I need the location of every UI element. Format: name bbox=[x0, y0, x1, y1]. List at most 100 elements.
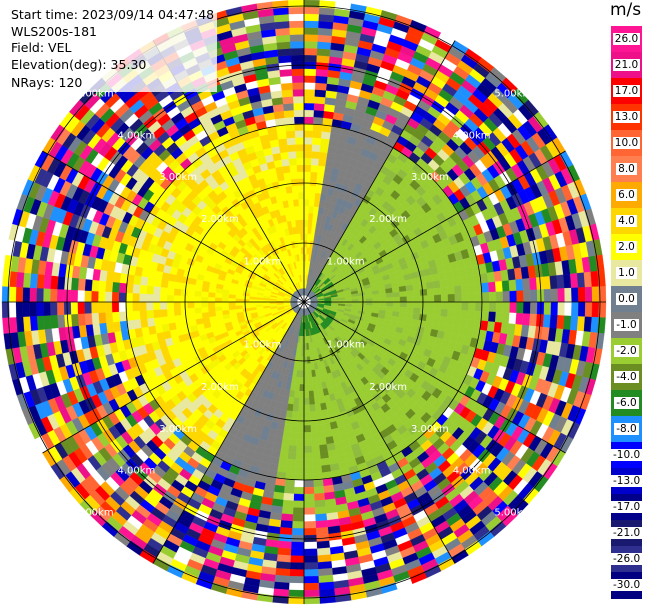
radar-gate bbox=[300, 363, 305, 371]
radar-gate bbox=[556, 315, 565, 330]
radar-gate bbox=[279, 450, 289, 460]
radar-gate bbox=[194, 296, 202, 303]
radar-gate bbox=[297, 425, 305, 433]
radar-gate bbox=[308, 397, 315, 405]
radar-gate bbox=[454, 285, 462, 295]
radar-gate bbox=[433, 308, 442, 317]
radar-gate bbox=[288, 445, 297, 453]
radar-gate bbox=[84, 301, 92, 314]
radar-gate bbox=[317, 430, 326, 439]
radar-gate bbox=[312, 458, 322, 467]
radar-gate bbox=[303, 95, 315, 104]
radar-gate bbox=[488, 311, 497, 323]
radar-gate bbox=[461, 301, 469, 311]
radar-gate bbox=[118, 301, 126, 312]
radar-gate bbox=[29, 287, 37, 303]
radar-gate bbox=[146, 277, 156, 287]
radar-gate bbox=[104, 291, 113, 303]
radar-gate bbox=[29, 315, 38, 331]
radar-gate bbox=[460, 284, 469, 294]
radar-gate bbox=[542, 314, 551, 328]
radar-gate bbox=[159, 286, 168, 295]
radar-gate bbox=[459, 318, 468, 328]
radar-gate bbox=[392, 306, 401, 313]
radar-gate bbox=[314, 96, 326, 105]
radar-gate bbox=[283, 423, 292, 432]
radar-gate bbox=[286, 458, 296, 467]
radar-gate bbox=[303, 438, 312, 447]
radar-gate bbox=[297, 411, 305, 419]
radar-gate bbox=[153, 278, 162, 288]
radar-gate bbox=[303, 233, 308, 241]
radar-gate bbox=[303, 363, 308, 371]
radar-gate bbox=[36, 287, 44, 303]
radar-gate bbox=[290, 424, 298, 433]
radar-gate bbox=[495, 291, 504, 303]
radar-gate bbox=[242, 298, 250, 303]
radar-gate bbox=[419, 314, 428, 322]
radar-gate bbox=[152, 293, 161, 303]
radar-gate bbox=[318, 13, 335, 23]
radar-gate bbox=[160, 279, 169, 288]
radar-gate bbox=[571, 287, 579, 303]
radar-gate bbox=[166, 287, 175, 296]
radar-gate bbox=[291, 528, 305, 536]
radar-gate bbox=[299, 377, 305, 385]
radar-gate bbox=[481, 282, 490, 293]
radar-gate bbox=[303, 82, 316, 90]
radar-gate bbox=[8, 301, 17, 318]
radar-gate bbox=[501, 280, 510, 292]
radar-gate bbox=[311, 144, 321, 152]
radar-gate bbox=[385, 287, 393, 294]
radar-gate bbox=[318, 20, 334, 30]
radar-gate bbox=[97, 291, 106, 303]
radar-gate bbox=[180, 301, 188, 309]
radar-gate bbox=[306, 356, 311, 364]
radar-gate bbox=[313, 116, 324, 125]
radar-gate bbox=[201, 311, 210, 319]
radar-gate bbox=[426, 288, 435, 296]
radar-gate bbox=[314, 506, 327, 515]
radar-gate bbox=[173, 288, 182, 296]
radar-gate bbox=[160, 316, 169, 325]
radar-gate bbox=[413, 307, 421, 315]
radar-gate bbox=[316, 172, 325, 181]
radar-gate bbox=[440, 286, 449, 295]
radar-gate bbox=[317, 165, 326, 174]
radar-gate bbox=[303, 13, 320, 22]
radar-gate bbox=[175, 321, 184, 330]
radar-gate bbox=[298, 390, 305, 399]
radar-gate bbox=[57, 314, 66, 328]
radar-gate bbox=[49, 288, 58, 303]
radar-gate bbox=[15, 286, 24, 303]
radar-gate bbox=[173, 308, 182, 316]
radar-gate bbox=[290, 548, 305, 557]
radar-gate bbox=[77, 313, 86, 326]
radar-gate bbox=[118, 311, 127, 322]
radar-gate bbox=[152, 301, 161, 311]
radar-gate bbox=[447, 286, 455, 295]
radar-gate bbox=[432, 280, 441, 289]
radar-gate bbox=[303, 528, 317, 536]
radar-gate bbox=[194, 301, 202, 308]
radar-gate bbox=[313, 109, 325, 118]
radar-gate bbox=[201, 291, 209, 298]
radar-gate bbox=[207, 306, 216, 313]
radar-gate bbox=[84, 278, 93, 292]
radar-gate bbox=[291, 521, 305, 529]
radar-gate bbox=[201, 306, 209, 313]
radar-gate bbox=[308, 199, 315, 207]
radar-gate bbox=[303, 349, 308, 358]
radar-gate bbox=[303, 425, 311, 433]
radar-gate bbox=[70, 313, 79, 327]
radar-gate bbox=[300, 356, 305, 364]
radar-gate bbox=[530, 301, 538, 315]
radar-gate bbox=[315, 527, 329, 536]
radar-gate bbox=[43, 301, 51, 316]
radar-gate bbox=[440, 309, 449, 318]
radar-gate bbox=[303, 164, 312, 172]
radar-gate bbox=[467, 310, 476, 321]
radar-gate bbox=[319, 450, 329, 460]
radar-gate bbox=[515, 312, 524, 326]
radar-gate bbox=[70, 277, 79, 291]
